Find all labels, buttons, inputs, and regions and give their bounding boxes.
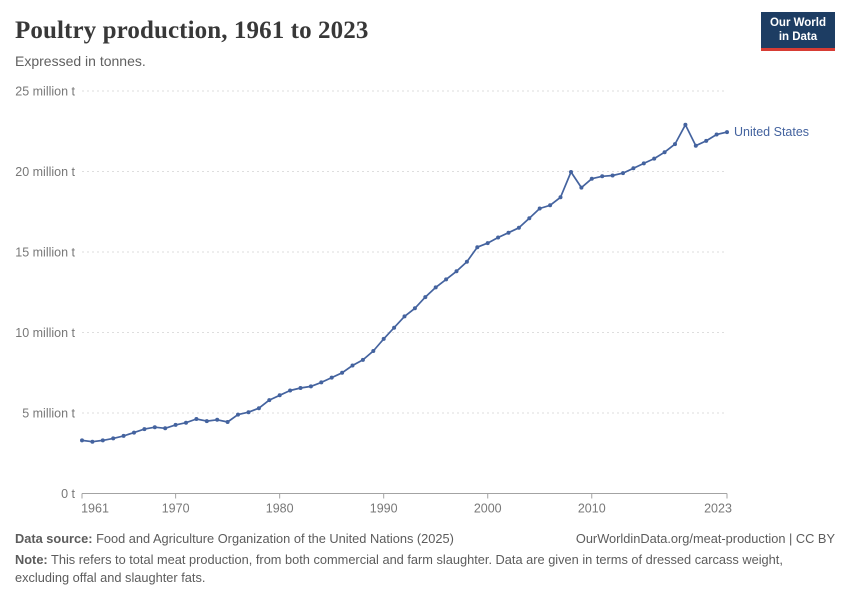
data-point [600, 174, 605, 179]
data-point [673, 142, 677, 147]
note-text: This refers to total meat production, fr… [15, 552, 783, 586]
data-point [308, 384, 313, 389]
data-point [527, 216, 532, 221]
data-point [132, 430, 136, 435]
data-point [225, 420, 230, 424]
data-line-united-states [81, 123, 728, 443]
x-axis-tick-label: 1990 [370, 502, 398, 516]
data-point [215, 417, 220, 422]
note-label: Note: [15, 552, 48, 567]
data-point [256, 406, 261, 411]
data-source: Data source: Food and Agriculture Organi… [15, 531, 454, 546]
data-point [204, 419, 209, 424]
data-point [236, 412, 240, 417]
data-point [589, 176, 594, 181]
y-axis-tick-label: 5 million t [22, 407, 75, 421]
data-point [267, 398, 272, 403]
data-point [173, 422, 178, 427]
chart-note: Note: This refers to total meat producti… [15, 551, 803, 587]
data-point [662, 150, 667, 155]
data-point [319, 380, 324, 385]
data-point [381, 336, 386, 341]
data-point [610, 173, 615, 178]
data-point [350, 363, 355, 368]
data-source-text: Food and Agriculture Organization of the… [92, 531, 454, 546]
data-point [454, 269, 459, 274]
data-point [464, 259, 469, 264]
owid-logo: Our World in Data [760, 12, 835, 52]
data-point [558, 195, 563, 200]
data-point [121, 433, 126, 438]
x-axis-tick-label: 2000 [474, 502, 502, 516]
data-point [516, 225, 521, 230]
data-point [100, 438, 105, 443]
data-point [444, 277, 449, 282]
page-title: Poultry production, 1961 to 2023 [15, 17, 369, 44]
data-point [80, 438, 84, 443]
y-axis-tick-label: 10 million t [15, 326, 75, 340]
line-chart: 0 t 5 million t 10 million t 15 million t 20… [0, 76, 850, 523]
x-axis-tick-label: 1961 [81, 502, 109, 516]
data-point [288, 388, 293, 393]
data-point [111, 436, 116, 441]
series-end-label: United States [734, 125, 809, 139]
data-point [652, 156, 657, 161]
y-axis-tick-label: 25 million t [15, 85, 75, 99]
data-point [412, 306, 417, 311]
data-point [277, 393, 282, 398]
owid-logo-line2: in Data [778, 30, 818, 43]
data-point [360, 357, 365, 362]
data-point [693, 143, 698, 148]
chart-footer: Data source: Food and Agriculture Organi… [0, 531, 850, 587]
data-source-label: Data source: [15, 531, 93, 546]
data-point [194, 417, 199, 421]
license-link: OurWorldinData.org/meat-production | CC … [575, 531, 835, 546]
x-axis-tick-label: 2023 [704, 502, 732, 516]
data-point [475, 245, 480, 250]
data-point [485, 241, 490, 246]
x-axis-tick-label: 2010 [578, 502, 606, 516]
data-point [579, 185, 584, 190]
data-point [683, 122, 688, 127]
data-point [569, 170, 573, 174]
data-point [641, 161, 646, 166]
data-point [184, 420, 188, 425]
data-point [298, 386, 303, 390]
y-axis-tick-label: 20 million t [15, 165, 75, 179]
data-point [631, 166, 636, 171]
data-point [90, 439, 95, 444]
data-point [506, 230, 511, 235]
chart-subtitle: Expressed in tonnes. [15, 53, 146, 69]
chart-header: Poultry production, 1961 to 2023 Express… [0, 0, 850, 69]
data-point [163, 426, 168, 431]
data-point [142, 427, 147, 432]
y-axis-tick-label: 0 t [61, 487, 75, 501]
data-point [402, 314, 407, 319]
line-chart-svg: 0 t 5 million t 10 million t 15 million t 20… [15, 85, 809, 516]
data-point [371, 349, 376, 353]
data-point [340, 370, 345, 375]
data-point [423, 295, 428, 300]
data-point [329, 375, 334, 380]
data-point [714, 132, 719, 137]
owid-logo-line1: Our World [769, 17, 826, 29]
data-point [621, 171, 625, 176]
data-point [725, 130, 729, 135]
data-point [496, 235, 501, 240]
x-axis-tick-label: 1970 [162, 502, 190, 516]
data-point [704, 138, 709, 143]
data-point [246, 410, 251, 415]
y-axis-tick-label: 15 million t [15, 246, 75, 260]
data-point [152, 425, 157, 430]
x-axis-tick-label: 1980 [266, 502, 294, 516]
data-point [548, 203, 553, 208]
data-point [433, 285, 438, 290]
data-point [392, 325, 397, 330]
data-point [537, 206, 542, 211]
